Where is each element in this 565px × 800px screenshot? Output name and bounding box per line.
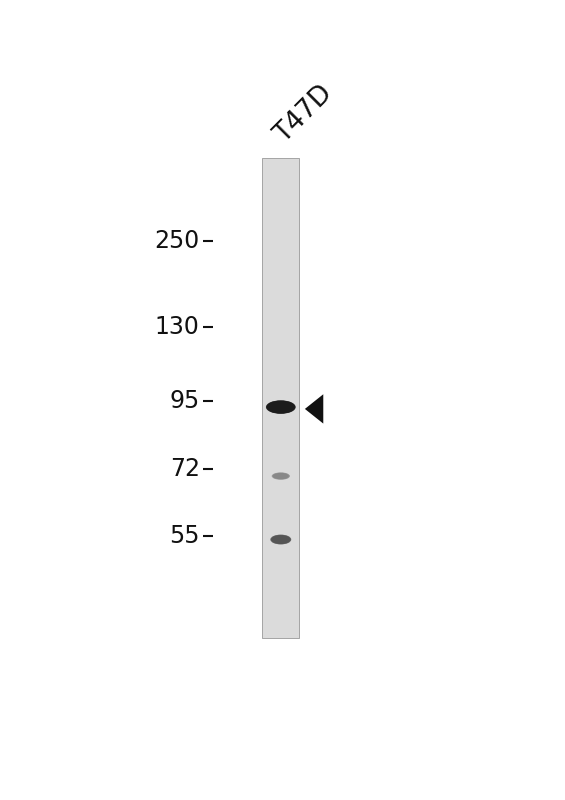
Ellipse shape xyxy=(273,537,288,542)
Ellipse shape xyxy=(268,402,293,413)
Ellipse shape xyxy=(273,536,289,543)
Ellipse shape xyxy=(275,474,287,478)
Ellipse shape xyxy=(272,536,289,543)
Text: 55: 55 xyxy=(170,525,200,549)
Ellipse shape xyxy=(272,473,289,479)
Text: 130: 130 xyxy=(155,315,200,339)
Ellipse shape xyxy=(272,473,289,479)
Ellipse shape xyxy=(267,401,295,414)
Ellipse shape xyxy=(272,536,289,543)
Ellipse shape xyxy=(266,400,295,414)
Ellipse shape xyxy=(271,535,291,544)
Ellipse shape xyxy=(273,474,288,478)
Text: 72: 72 xyxy=(170,457,200,481)
Ellipse shape xyxy=(275,474,287,478)
Text: T47D: T47D xyxy=(270,81,338,148)
Ellipse shape xyxy=(274,474,288,478)
Ellipse shape xyxy=(270,402,292,411)
Ellipse shape xyxy=(268,402,293,412)
Ellipse shape xyxy=(273,537,288,542)
Ellipse shape xyxy=(268,402,294,413)
Ellipse shape xyxy=(271,403,291,410)
Ellipse shape xyxy=(273,474,288,478)
Ellipse shape xyxy=(271,534,291,544)
Ellipse shape xyxy=(267,401,294,413)
Ellipse shape xyxy=(267,402,294,413)
Text: 95: 95 xyxy=(170,389,200,413)
Bar xyxy=(262,158,299,638)
Ellipse shape xyxy=(272,472,290,480)
Ellipse shape xyxy=(272,473,290,480)
Ellipse shape xyxy=(271,404,290,410)
Polygon shape xyxy=(305,394,323,423)
Ellipse shape xyxy=(274,537,288,542)
Ellipse shape xyxy=(272,404,290,410)
Ellipse shape xyxy=(272,535,290,543)
Ellipse shape xyxy=(273,473,289,479)
Ellipse shape xyxy=(270,402,292,412)
Ellipse shape xyxy=(269,402,293,412)
Ellipse shape xyxy=(271,535,290,544)
Ellipse shape xyxy=(266,401,295,414)
Ellipse shape xyxy=(271,403,291,411)
Text: 250: 250 xyxy=(155,229,200,253)
Ellipse shape xyxy=(273,536,289,542)
Ellipse shape xyxy=(273,473,289,479)
Ellipse shape xyxy=(270,403,292,411)
Ellipse shape xyxy=(273,537,288,542)
Ellipse shape xyxy=(274,474,288,478)
Ellipse shape xyxy=(271,535,290,544)
Ellipse shape xyxy=(273,474,288,479)
Ellipse shape xyxy=(272,473,289,479)
Ellipse shape xyxy=(272,536,290,543)
Ellipse shape xyxy=(270,534,292,545)
